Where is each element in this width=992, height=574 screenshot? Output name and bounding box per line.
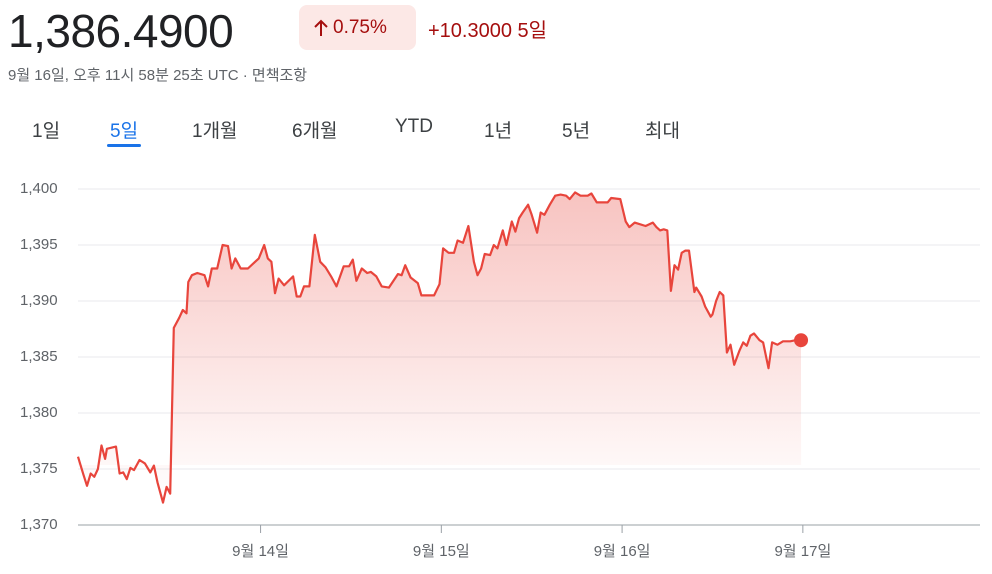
tab[interactable]: YTD: [395, 116, 433, 137]
y-tick-label: 1,395: [20, 236, 58, 253]
y-tick-label: 1,385: [20, 348, 58, 365]
price: 1,386.4900: [8, 5, 234, 57]
tab[interactable]: 최대: [645, 121, 680, 142]
x-tick-label: 9월 16일: [594, 543, 651, 560]
x-tick-label: 9월 17일: [774, 543, 831, 560]
tab[interactable]: 6개월: [292, 121, 338, 142]
tab[interactable]: 1개월: [192, 121, 238, 142]
period: 5일: [517, 20, 548, 42]
x-tick-label: 9월 14일: [232, 543, 289, 560]
tab[interactable]: 1일: [32, 121, 61, 142]
tab[interactable]: 5년: [562, 121, 591, 142]
price-line: [76, 191, 801, 504]
change: +10.3000 5일: [428, 14, 547, 43]
last-point: [794, 333, 809, 348]
timestamp: 9월 16일, 오후 11시 58분 25초 UTC · 면책조항: [8, 67, 308, 84]
y-tick-label: 1,375: [20, 460, 58, 477]
change-value: +10.3000: [428, 20, 512, 42]
up-arrow: [314, 19, 328, 36]
y-tick-label: 1,390: [20, 292, 58, 309]
change-percent: 0.75%: [333, 17, 387, 38]
tab[interactable]: 1년: [484, 121, 513, 142]
y-tick-label: 1,370: [20, 516, 58, 533]
y-tick-label: 1,400: [20, 180, 58, 197]
x-tick-label: 9월 15일: [413, 543, 470, 560]
tab[interactable]: 5일: [106, 116, 142, 147]
area: [78, 192, 802, 503]
y-tick-label: 1,380: [20, 404, 58, 421]
change-badge: 0.75%: [299, 5, 416, 50]
